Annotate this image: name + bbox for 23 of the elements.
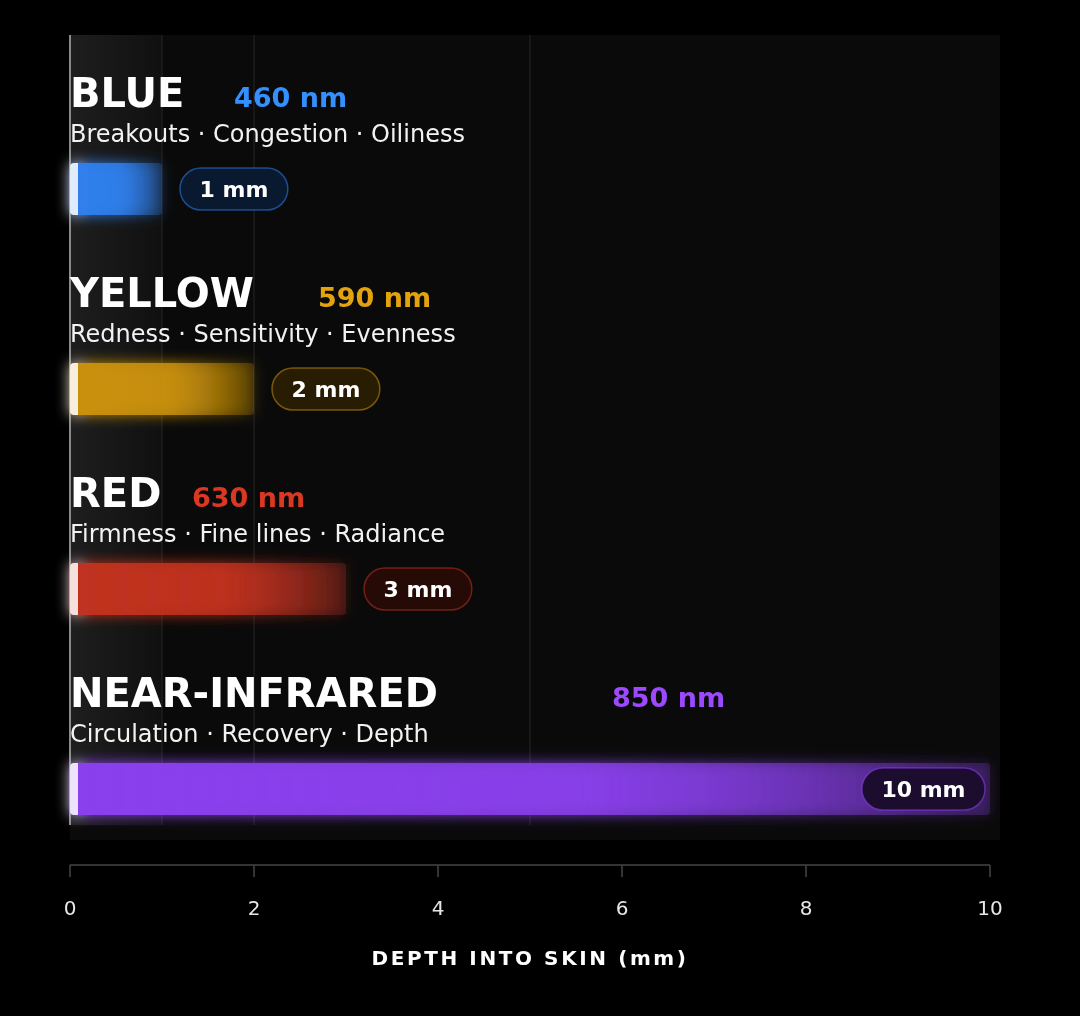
x-axis-title: DEPTH INTO SKIN (mm)	[371, 946, 689, 970]
annotation: 590 nm	[318, 282, 432, 313]
data-label: 10 mm	[881, 776, 966, 802]
annotation: 460 nm	[234, 82, 348, 113]
x-tick-label: 2	[247, 896, 261, 920]
y-tick-label: YELLOW	[69, 270, 254, 316]
x-tick-label: 8	[799, 896, 813, 920]
data-label: 3 mm	[383, 576, 453, 602]
data-label: 2 mm	[291, 376, 361, 402]
annotation: 630 nm	[192, 482, 306, 513]
x-tick-label: 6	[615, 896, 629, 920]
x-tick-label: 10	[977, 896, 1003, 920]
data-label: 1 mm	[199, 176, 269, 202]
annotation: Circulation · Recovery · Depth	[70, 720, 429, 748]
annotation: Redness · Sensitivity · Evenness	[70, 320, 456, 348]
annotation: Firmness · Fine lines · Radiance	[70, 520, 446, 548]
x-tick-label: 4	[431, 896, 445, 920]
y-tick-label: NEAR-INFRARED	[70, 670, 438, 716]
y-tick-label: BLUE	[70, 70, 185, 116]
y-tick-label: RED	[70, 470, 162, 516]
annotation: Breakouts · Congestion · Oiliness	[70, 120, 465, 148]
x-tick-label: 0	[63, 896, 77, 920]
annotation: 850 nm	[612, 682, 726, 713]
